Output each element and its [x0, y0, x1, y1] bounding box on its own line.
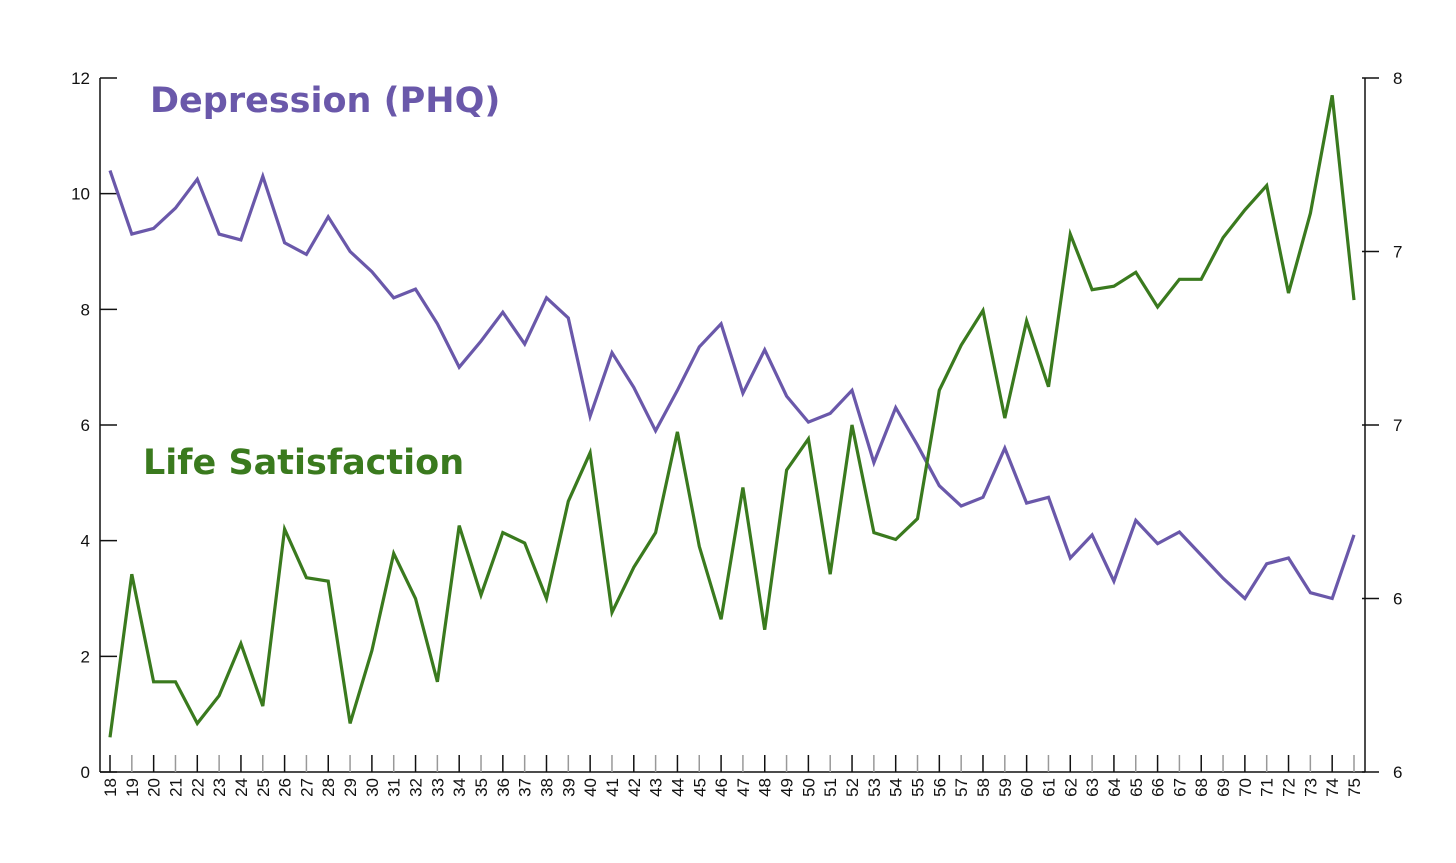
x-tick-label: 19 — [123, 778, 142, 797]
x-tick-label: 59 — [996, 778, 1015, 797]
left-y-tick-label: 6 — [81, 416, 90, 435]
x-tick-label: 36 — [494, 778, 513, 797]
x-tick-label: 42 — [625, 778, 644, 797]
x-tick-label: 43 — [647, 778, 666, 797]
right-y-tick-label: 7 — [1393, 416, 1402, 435]
x-tick-label: 62 — [1061, 778, 1080, 797]
x-tick-label: 39 — [559, 778, 578, 797]
x-tick-label: 75 — [1345, 778, 1364, 797]
x-tick-label: 51 — [821, 778, 840, 797]
x-tick-label: 37 — [516, 778, 535, 797]
x-tick-label: 63 — [1083, 778, 1102, 797]
x-tick-label: 38 — [537, 778, 556, 797]
x-tick-label: 30 — [363, 778, 382, 797]
x-tick-label: 28 — [319, 778, 338, 797]
x-tick-label: 47 — [734, 778, 753, 797]
x-tick-label: 69 — [1214, 778, 1233, 797]
x-tick-label: 58 — [974, 778, 993, 797]
series-label-depression: Depression (PHQ) — [150, 81, 500, 121]
x-tick-label: 67 — [1170, 778, 1189, 797]
x-tick-label: 71 — [1258, 778, 1277, 797]
x-tick-label: 33 — [428, 778, 447, 797]
x-tick-label: 41 — [603, 778, 622, 797]
left-y-tick-label: 4 — [81, 532, 90, 551]
x-tick-label: 40 — [581, 778, 600, 797]
x-tick-label: 66 — [1149, 778, 1168, 797]
right-y-tick-label: 8 — [1393, 69, 1402, 88]
x-tick-label: 32 — [407, 778, 426, 797]
x-tick-label: 57 — [952, 778, 971, 797]
x-tick-label: 54 — [887, 778, 906, 797]
x-tick-label: 24 — [232, 778, 251, 797]
x-tick-label: 56 — [930, 778, 949, 797]
x-tick-label: 68 — [1192, 778, 1211, 797]
x-tick-label: 18 — [101, 778, 120, 797]
series-line-life-satisfaction — [108, 95, 1356, 738]
series-label-life-satisfaction: Life Satisfaction — [143, 443, 464, 483]
x-tick-label: 21 — [166, 778, 185, 797]
x-tick-label: 27 — [297, 778, 316, 797]
left-y-tick-label: 2 — [81, 647, 90, 666]
x-tick-label: 45 — [690, 778, 709, 797]
x-tick-label: 35 — [472, 778, 491, 797]
x-axis-ticks: 18 19 20 21 22 23 24 25 26 27 28 29 30 31 32 33 34 35 36 37… — [101, 755, 1364, 797]
x-tick-label: 60 — [1018, 778, 1037, 797]
left-y-tick-label: 0 — [81, 763, 90, 782]
left-y-axis-ticks: 0 2 4 6 8 10 12 — [71, 69, 117, 782]
x-tick-label: 44 — [668, 778, 687, 797]
axes — [99, 78, 1366, 773]
x-tick-label: 53 — [865, 778, 884, 797]
x-tick-label: 65 — [1127, 778, 1146, 797]
x-tick-label: 49 — [778, 778, 797, 797]
series-lines — [108, 95, 1356, 738]
right-y-tick-label: 6 — [1393, 590, 1402, 609]
x-tick-label: 46 — [712, 778, 731, 797]
x-tick-label: 74 — [1323, 778, 1342, 797]
left-y-tick-label: 12 — [71, 69, 90, 88]
left-y-tick-label: 8 — [81, 300, 90, 319]
right-y-tick-label: 6 — [1393, 763, 1402, 782]
x-tick-label: 64 — [1105, 778, 1124, 797]
x-tick-label: 20 — [145, 778, 164, 797]
x-tick-label: 70 — [1236, 778, 1255, 797]
x-tick-label: 73 — [1301, 778, 1320, 797]
x-tick-label: 25 — [254, 778, 273, 797]
x-tick-label: 61 — [1039, 778, 1058, 797]
right-y-axis-ticks: 6 6 7 7 8 — [1362, 69, 1402, 782]
x-tick-label: 52 — [843, 778, 862, 797]
left-y-tick-label: 10 — [71, 185, 90, 204]
x-tick-label: 50 — [799, 778, 818, 797]
x-tick-label: 22 — [188, 778, 207, 797]
series-line-depression — [108, 169, 1356, 601]
x-tick-label: 48 — [756, 778, 775, 797]
x-tick-label: 55 — [909, 778, 928, 797]
x-tick-label: 72 — [1280, 778, 1299, 797]
x-tick-label: 31 — [385, 778, 404, 797]
right-y-tick-label: 7 — [1393, 243, 1402, 262]
x-tick-label: 26 — [276, 778, 295, 797]
x-tick-label: 34 — [450, 778, 469, 797]
x-tick-label: 23 — [210, 778, 229, 797]
x-tick-label: 29 — [341, 778, 360, 797]
